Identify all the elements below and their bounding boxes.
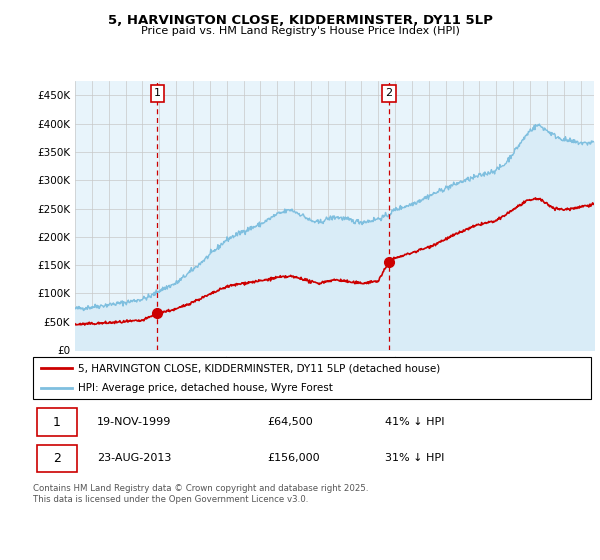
Text: 31% ↓ HPI: 31% ↓ HPI (385, 454, 444, 463)
Text: Contains HM Land Registry data © Crown copyright and database right 2025.
This d: Contains HM Land Registry data © Crown c… (33, 484, 368, 504)
Text: Price paid vs. HM Land Registry's House Price Index (HPI): Price paid vs. HM Land Registry's House … (140, 26, 460, 36)
Text: 5, HARVINGTON CLOSE, KIDDERMINSTER, DY11 5LP: 5, HARVINGTON CLOSE, KIDDERMINSTER, DY11… (107, 14, 493, 27)
FancyBboxPatch shape (37, 408, 77, 436)
Text: 2: 2 (386, 88, 392, 99)
Text: HPI: Average price, detached house, Wyre Forest: HPI: Average price, detached house, Wyre… (77, 383, 332, 393)
Text: £64,500: £64,500 (268, 417, 313, 427)
Text: 23-AUG-2013: 23-AUG-2013 (97, 454, 172, 463)
Text: £156,000: £156,000 (268, 454, 320, 463)
Text: 41% ↓ HPI: 41% ↓ HPI (385, 417, 444, 427)
Text: 1: 1 (53, 416, 61, 428)
Text: 2: 2 (53, 452, 61, 465)
FancyBboxPatch shape (33, 357, 591, 399)
Text: 1: 1 (154, 88, 161, 99)
FancyBboxPatch shape (37, 445, 77, 472)
Text: 19-NOV-1999: 19-NOV-1999 (97, 417, 172, 427)
Text: 5, HARVINGTON CLOSE, KIDDERMINSTER, DY11 5LP (detached house): 5, HARVINGTON CLOSE, KIDDERMINSTER, DY11… (77, 363, 440, 374)
